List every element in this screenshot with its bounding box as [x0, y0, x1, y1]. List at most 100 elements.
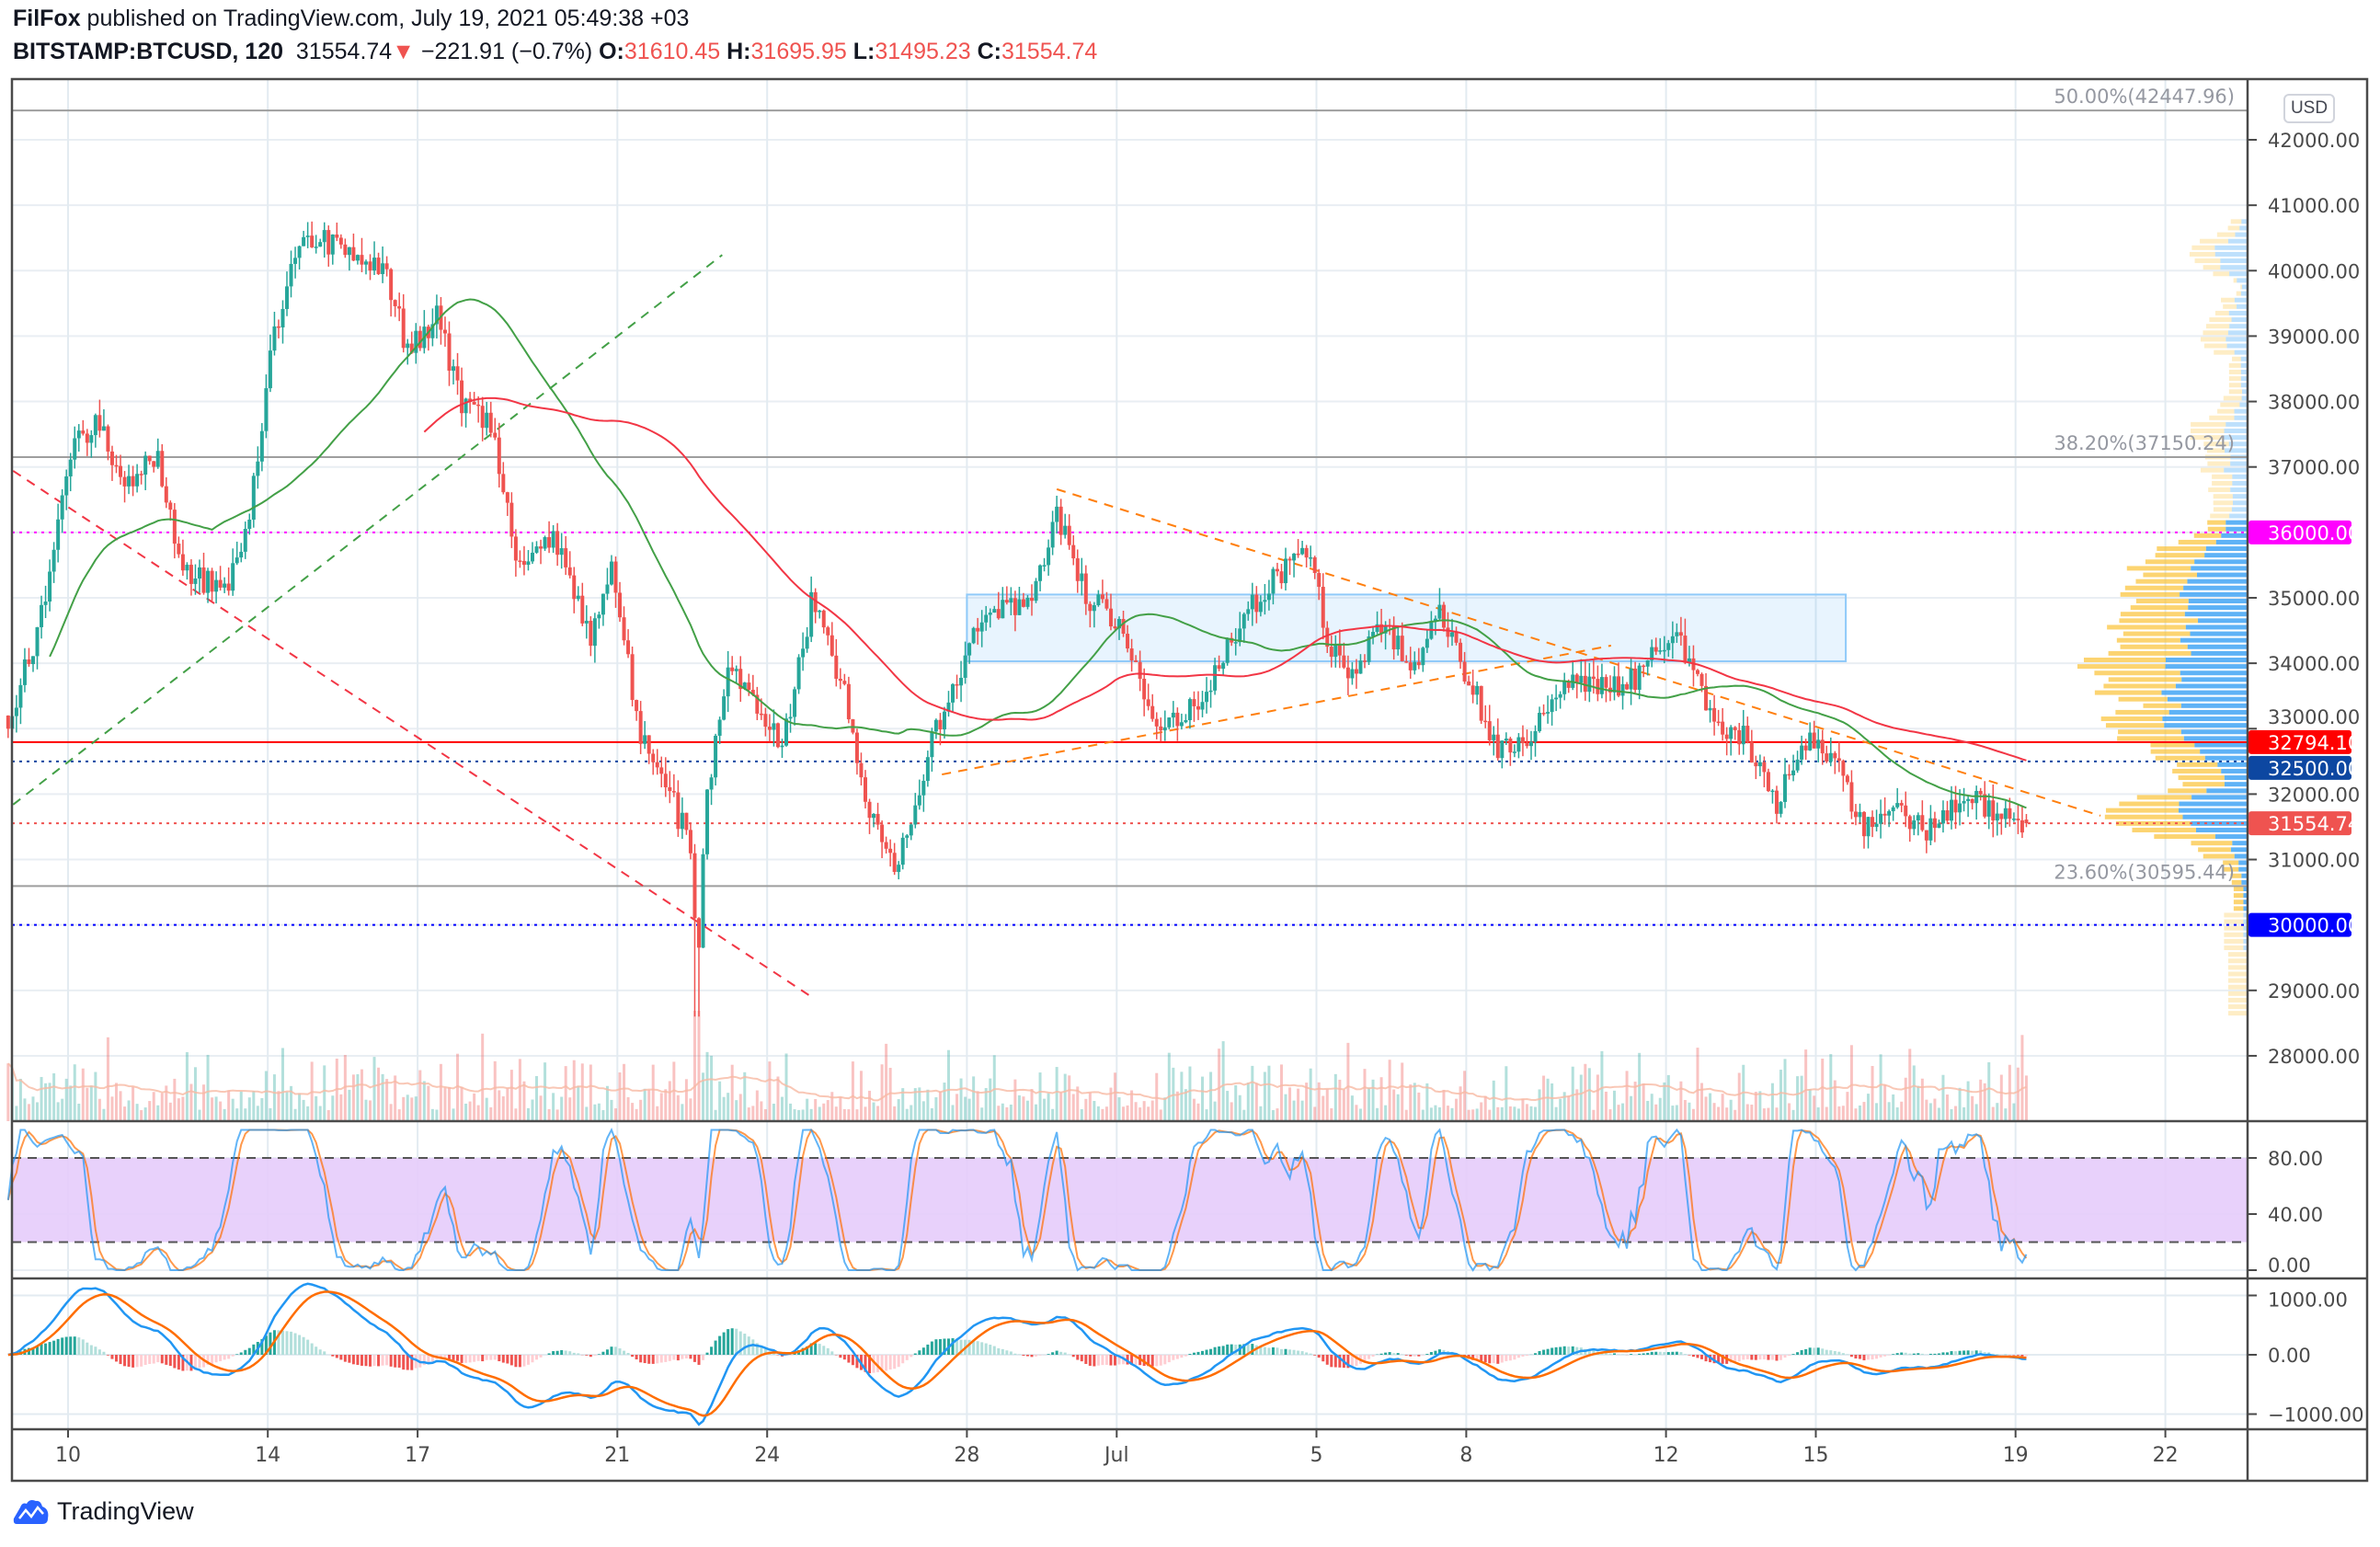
price-tick-label: 40000.00	[2268, 260, 2360, 282]
candle-body	[796, 657, 801, 690]
macd-histogram-bar	[227, 1355, 231, 1359]
candle	[73, 426, 77, 469]
candle	[1599, 663, 1604, 699]
macd-histogram-bar	[1175, 1355, 1179, 1359]
candle-body	[884, 842, 888, 849]
candle	[1350, 662, 1355, 685]
volume-bar	[1625, 1071, 1629, 1121]
candle-body	[1279, 571, 1284, 584]
macd-histogram-bar	[77, 1337, 81, 1355]
candle-body	[888, 848, 893, 854]
volume-profile-up-bar	[2234, 854, 2248, 859]
candle-body	[809, 591, 814, 637]
candle-body	[772, 723, 776, 730]
volume-bar	[818, 1106, 821, 1121]
volume-bar	[1604, 1091, 1608, 1121]
volume-bar	[326, 1109, 330, 1121]
volume-bar	[1246, 1083, 1250, 1121]
volume-bar	[1516, 1108, 1520, 1121]
candle-body	[14, 707, 18, 716]
volume-bar	[1333, 1073, 1337, 1121]
volume-bar	[1459, 1086, 1462, 1121]
candle	[613, 556, 618, 608]
macd-histogram-bar	[1305, 1352, 1309, 1355]
candle	[626, 629, 631, 659]
candle-body	[747, 682, 751, 691]
candle	[1009, 587, 1013, 616]
volume-profile-down-bar	[2228, 952, 2248, 957]
candle	[1413, 651, 1417, 675]
volume-bar	[1437, 1106, 1441, 1121]
candle-body	[1171, 712, 1175, 718]
candle	[1978, 787, 1983, 801]
macd-histogram-bar	[772, 1352, 775, 1355]
candle	[1425, 630, 1429, 653]
candle-body	[206, 570, 211, 593]
volume-bar	[247, 1097, 251, 1121]
macd-histogram-bar	[1654, 1351, 1658, 1355]
volume-bar	[1254, 1083, 1258, 1121]
candle-body	[1620, 683, 1625, 696]
candle	[2008, 797, 2012, 827]
currency-button[interactable]: USD	[2283, 94, 2335, 123]
macd-histogram-bar	[244, 1349, 247, 1355]
candle	[468, 392, 473, 414]
volume-bar	[501, 1096, 505, 1121]
volume-bar	[1038, 1072, 1042, 1121]
macd-histogram-bar	[1895, 1353, 1899, 1355]
candle	[1721, 707, 1725, 741]
volume-bar	[1101, 1108, 1104, 1121]
candle	[235, 541, 239, 566]
tradingview-logo[interactable]: TradingView	[13, 1497, 194, 1526]
candle-body	[114, 464, 119, 467]
author-name[interactable]: FilFox	[13, 6, 81, 31]
candle-body	[1962, 800, 1966, 804]
candle	[917, 779, 921, 810]
candle-body	[1241, 613, 1246, 629]
macd-histogram-bar	[177, 1355, 180, 1370]
volume-bar	[1263, 1071, 1266, 1121]
symbol-label: BITSTAMP:BTCUSD, 120	[13, 39, 284, 64]
macd-histogram-bar	[864, 1355, 867, 1372]
price-tick-label: 29000.00	[2268, 980, 2360, 1003]
macd-histogram-bar	[1355, 1355, 1358, 1366]
volume-profile-down-bar	[2191, 421, 2226, 427]
volume-bar	[1991, 1106, 1995, 1121]
candle-body	[1762, 762, 1767, 773]
candle-body	[1304, 547, 1309, 558]
volume-bar	[1554, 1106, 1558, 1121]
candle	[854, 728, 859, 775]
macd-histogram-bar	[1808, 1347, 1812, 1355]
candle	[51, 542, 56, 583]
macd-histogram-bar	[290, 1331, 293, 1355]
macd-tick-label: 1000.00	[2268, 1289, 2348, 1312]
candle	[1492, 726, 1496, 756]
candle	[1495, 718, 1500, 761]
candle-body	[513, 536, 518, 561]
volume-profile-up-bar	[2161, 690, 2248, 695]
rsi-tick-label: 80.00	[2268, 1148, 2323, 1170]
candle	[1404, 655, 1409, 663]
volume-bar	[1646, 1100, 1650, 1121]
candle	[1912, 815, 1917, 836]
candle	[1591, 659, 1596, 694]
candle-body	[1912, 819, 1917, 830]
volume-bar	[589, 1064, 592, 1121]
candle-body	[1413, 661, 1417, 670]
candle-body	[1192, 699, 1196, 706]
volume-profile-down-bar	[2228, 383, 2241, 388]
volume-bar	[119, 1091, 122, 1121]
volume-bar	[1596, 1074, 1599, 1121]
candle-body	[867, 801, 872, 819]
candle	[1408, 647, 1413, 679]
candle-body	[917, 795, 921, 806]
volume-profile-up-bar	[2243, 886, 2248, 891]
macd-histogram-bar	[1521, 1355, 1525, 1357]
volume-profile-up-bar	[2162, 716, 2248, 722]
macd-histogram-bar	[572, 1352, 576, 1355]
candle-body	[1117, 618, 1122, 629]
candle	[376, 252, 381, 276]
volume-bar	[1338, 1079, 1342, 1121]
candle	[1841, 759, 1846, 792]
